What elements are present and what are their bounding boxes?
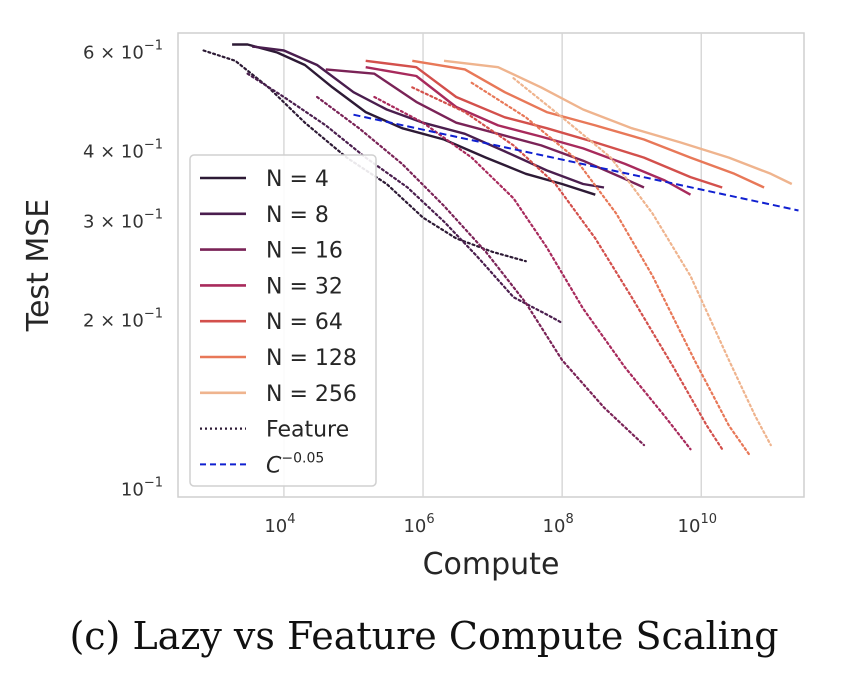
y-tick-label: 2 × 10−1	[83, 306, 163, 331]
legend-label: N = 8	[266, 203, 329, 228]
feature-line-6	[470, 81, 751, 457]
y-tick-mantissa: 4 × 10	[83, 141, 144, 162]
y-tick-exponent: −1	[144, 476, 163, 491]
legend-label: N = 64	[266, 310, 343, 335]
x-tick-label: 106	[403, 512, 434, 537]
legend-label: N = 256	[266, 382, 357, 407]
lazy-line-4	[365, 66, 692, 196]
lazy-line-6	[412, 59, 765, 189]
x-tick-exponent: 4	[287, 512, 295, 527]
y-tick-label: 4 × 10−1	[83, 137, 163, 162]
x-tick-exponent: 10	[700, 512, 717, 527]
legend-label: N = 128	[266, 346, 357, 371]
y-axis-label: Test MSE	[21, 199, 56, 333]
lazy-line-5	[365, 59, 723, 189]
x-tick-base: 10	[678, 516, 701, 537]
y-tick-mantissa: 2 × 10	[83, 310, 144, 331]
lazy-line-3	[325, 68, 645, 189]
x-axis-label: Compute	[423, 547, 560, 582]
legend-label: N = 4	[266, 167, 329, 192]
figure-caption: (c) Lazy vs Feature Compute Scaling	[69, 614, 779, 658]
legend-label-exponent: −0.05	[281, 450, 324, 466]
x-tick-base: 10	[403, 516, 426, 537]
y-tick-exponent: −1	[144, 137, 163, 152]
y-tick-exponent: −1	[144, 39, 163, 54]
x-tick-base: 10	[264, 516, 287, 537]
y-tick-label: 3 × 10−1	[83, 208, 163, 233]
y-tick-label: 6 × 10−1	[83, 39, 163, 64]
legend-label-base: C	[266, 453, 282, 478]
legend-label: N = 16	[266, 239, 343, 264]
x-tick-labels: 104 106 108 1010	[264, 512, 717, 537]
x-tick-label: 108	[543, 512, 574, 537]
y-tick-labels: 6 × 10−14 × 10−13 × 10−12 × 10−110−1	[83, 39, 163, 501]
feature-line-2	[246, 72, 564, 324]
feature-line-7	[512, 77, 772, 447]
y-tick-exponent: −1	[144, 208, 163, 223]
y-tick-mantissa: 10	[121, 480, 144, 501]
x-tick-exponent: 6	[426, 512, 434, 527]
series-group	[202, 43, 799, 457]
feature-line-3	[316, 95, 646, 447]
y-tick-exponent: −1	[144, 306, 163, 321]
x-tick-label: 104	[264, 512, 295, 537]
y-tick-mantissa: 6 × 10	[83, 43, 144, 64]
legend-box	[189, 154, 377, 487]
legend-label: Feature	[266, 418, 349, 443]
x-tick-base: 10	[543, 516, 566, 537]
power-law-line	[353, 113, 799, 212]
feature-line-5	[411, 86, 724, 451]
x-tick-exponent: 8	[565, 512, 573, 527]
chart: 104 106 108 1010 6 × 10−14 × 10−13 × 10−12 …	[21, 32, 805, 582]
y-tick-label: 10−1	[121, 476, 163, 501]
legend-label: N = 32	[266, 274, 343, 299]
legend-label: C−0.05	[266, 450, 324, 478]
x-tick-label: 1010	[678, 512, 717, 537]
feature-line-4	[373, 95, 692, 451]
y-tick-mantissa: 3 × 10	[83, 212, 144, 233]
lazy-line-1	[232, 43, 596, 196]
legend: N = 4 N = 8 N = 16 N = 32 N = 64 N = 128 N = 2…	[189, 154, 377, 487]
lazy-line-7	[443, 59, 793, 186]
